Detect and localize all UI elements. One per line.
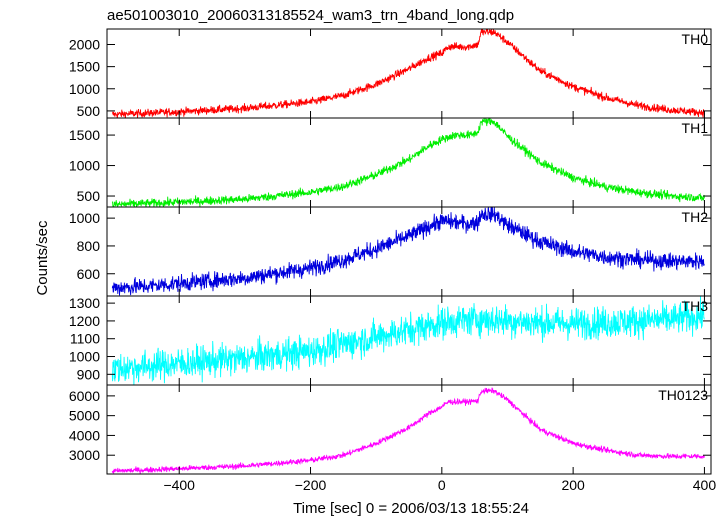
panel-th0: 500 1000 1500 2000 TH0 (69, 28, 712, 119)
y-tick-label: 1200 (69, 313, 100, 329)
x-axis: −400 −200 0 200 400 (163, 477, 716, 493)
y-tick-label: 900 (77, 366, 101, 382)
panel-label: TH3 (682, 298, 709, 314)
series-line-th3 (111, 296, 705, 385)
x-tick-label: 200 (561, 477, 585, 493)
x-tick-label: 0 (438, 477, 446, 493)
y-tick-label: 6000 (69, 388, 100, 404)
y-tick-label: 500 (77, 188, 101, 204)
panel-label: TH1 (682, 120, 709, 136)
panel-label: TH2 (682, 209, 709, 225)
y-tick-label: 500 (77, 103, 101, 119)
y-tick-label: 1500 (69, 127, 100, 143)
panel-label: TH0123 (658, 387, 708, 403)
panel-label: TH0 (682, 31, 709, 47)
x-tick-label: −200 (295, 477, 327, 493)
y-tick-label: 2000 (69, 36, 100, 52)
y-tick-label: 1100 (70, 331, 100, 347)
panel-frame (106, 117, 712, 208)
panel-th1: 500 1000 1500 TH1 (69, 117, 712, 208)
series-line-th1 (111, 118, 705, 207)
y-tick-label: 1000 (69, 349, 100, 365)
panel-frame (106, 384, 712, 475)
series-line-th0123 (111, 387, 705, 474)
y-tick-label: 1300 (69, 295, 100, 311)
chart-title: ae501003010_20060313185524_wam3_trn_4ban… (107, 7, 514, 24)
panel-th2: 600 800 1000 TH2 (69, 206, 712, 297)
y-tick-label: 1000 (69, 81, 100, 97)
x-tick-label: 400 (693, 477, 717, 493)
y-tick-label: 1000 (69, 210, 100, 226)
x-tick-label: −400 (163, 477, 195, 493)
panels-group: 500 1000 1500 2000 TH0 500 1000 1500 TH1 600 800 10… (69, 28, 712, 475)
x-axis-label: Time [sec] 0 = 2006/03/13 18:55:24 (293, 500, 529, 516)
series-line-th2 (111, 207, 705, 296)
y-tick-label: 4000 (69, 427, 100, 443)
panel-frame (106, 28, 712, 119)
series-line-th0 (111, 29, 705, 118)
y-axis-label: Counts/sec (34, 220, 51, 296)
y-tick-label: 800 (77, 238, 101, 254)
y-tick-label: 5000 (69, 408, 100, 424)
y-tick-label: 1500 (69, 59, 100, 75)
y-tick-label: 1000 (69, 158, 100, 174)
y-tick-label: 3000 (69, 447, 100, 463)
panel-th0123: 3000 4000 5000 6000 TH0123 (69, 384, 712, 475)
y-tick-label: 600 (77, 266, 101, 282)
panel-frame (106, 295, 712, 386)
